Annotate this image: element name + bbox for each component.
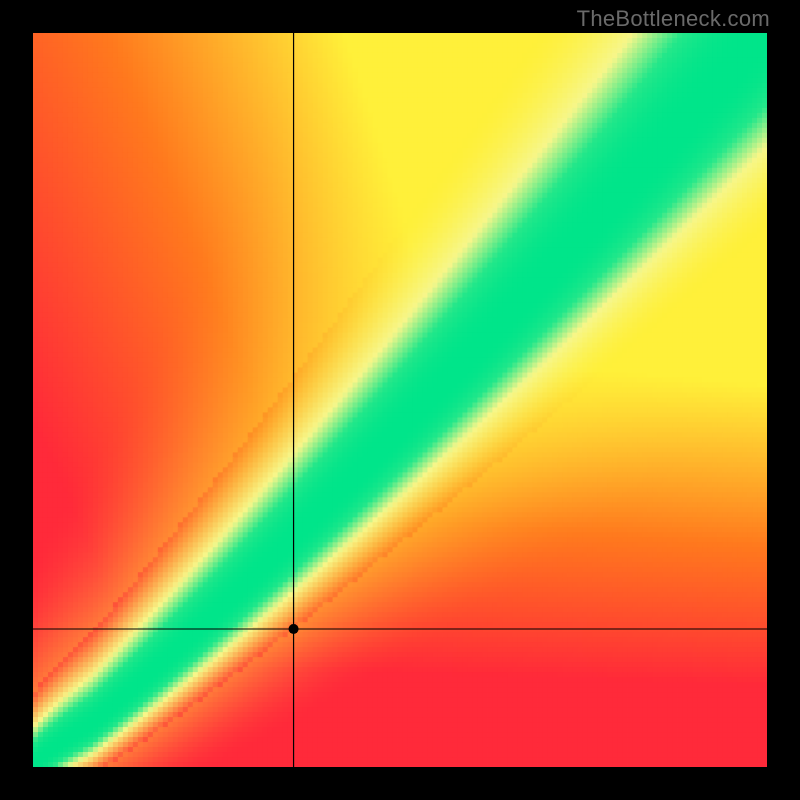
watermark-text: TheBottleneck.com [577, 6, 770, 32]
chart-container: TheBottleneck.com [0, 0, 800, 800]
bottleneck-heatmap [33, 33, 767, 767]
